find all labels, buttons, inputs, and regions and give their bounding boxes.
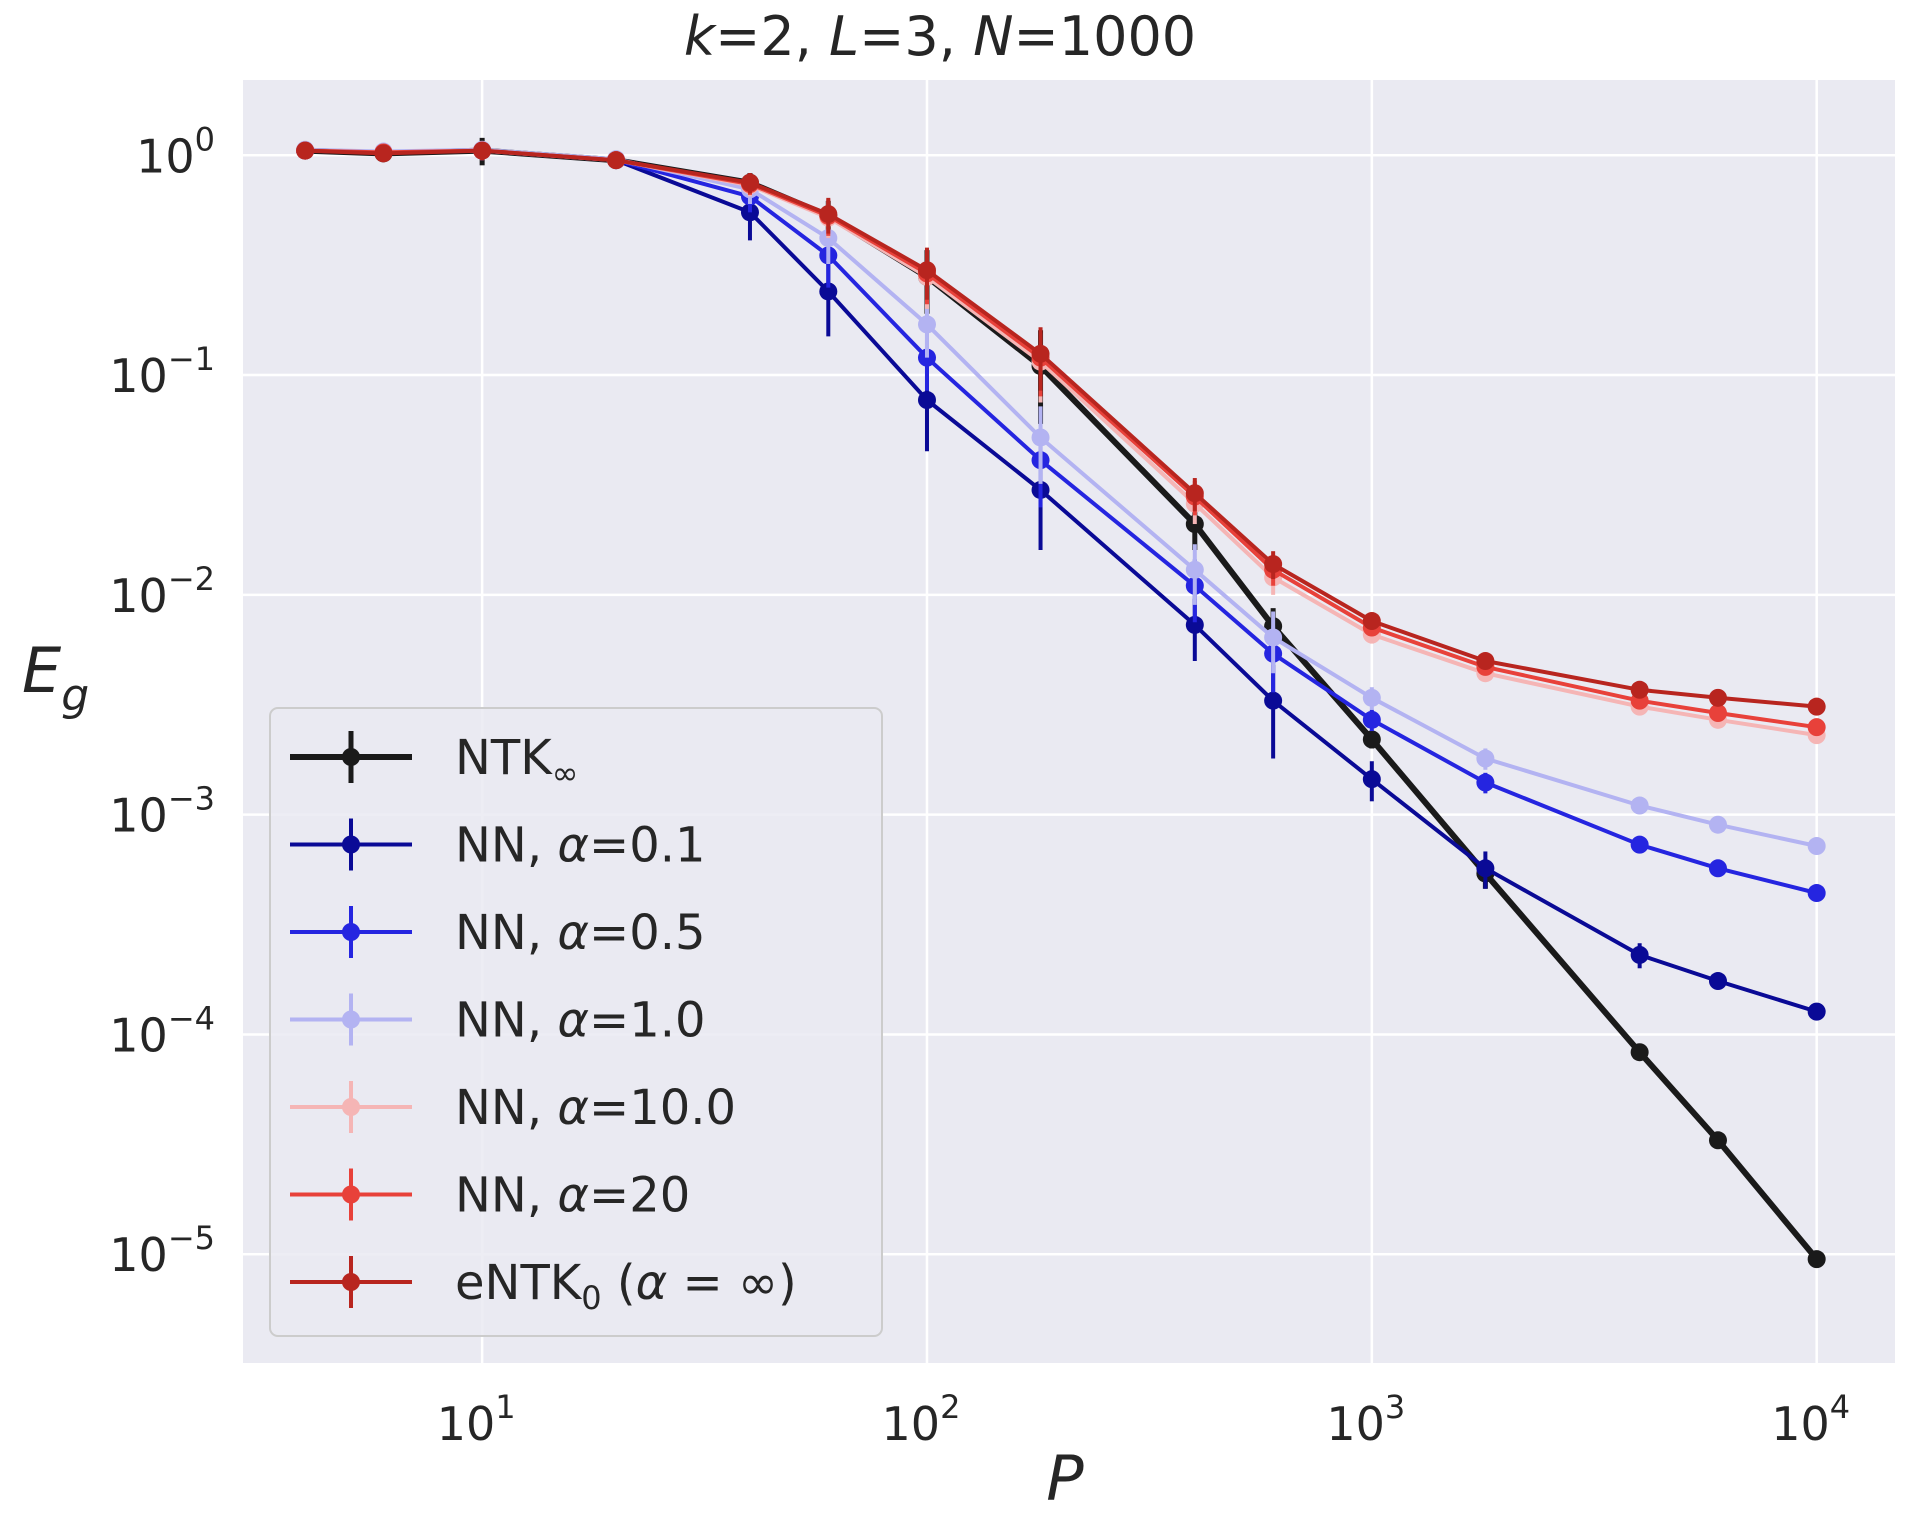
x-tick-label: 104 [1771,1388,1850,1451]
legend: NTK∞ NN, α=0.1 NN, α=0.5 NN, α=1.0 NN, α=10.… [269,707,883,1337]
data-point [917,315,936,334]
data-point [1807,697,1826,716]
data-point [1630,796,1649,815]
legend-swatch-marker [342,748,360,766]
series-6 [296,141,1826,716]
legend-swatch-marker [342,1185,360,1204]
legend-frame [269,707,883,1337]
data-point [607,151,626,170]
y-tick-label: 10−5 [109,1219,215,1282]
data-point [1807,1002,1826,1021]
legend-item: NN, α=0.1 [290,818,706,874]
data-point [1630,835,1649,854]
legend-label: NN, α=20 [455,1168,690,1224]
legend-item: NN, α=1.0 [290,993,706,1049]
data-point [296,141,315,160]
data-point [1476,652,1495,671]
data-point [1708,1131,1727,1150]
data-point [1362,730,1381,749]
x-tick-label: 102 [882,1388,961,1451]
legend-label: NN, α=0.5 [455,905,706,961]
data-point [1264,691,1283,710]
legend-swatch-marker [342,1098,360,1116]
legend-item: eNTK0 (α = ∞) [290,1255,797,1317]
data-point [1708,704,1727,723]
y-tick-label: 10−1 [109,340,215,403]
legend-swatch-marker [342,835,360,854]
data-point [1708,972,1727,991]
data-point [1708,859,1727,878]
legend-item: NN, α=10.0 [290,1080,736,1136]
legend-label: NN, α=10.0 [455,1080,736,1136]
data-point [1708,688,1727,707]
legend-label: NTK∞ [455,730,578,792]
legend-label: NN, α=0.1 [455,818,706,874]
data-point [740,173,759,192]
data-point [1185,615,1204,634]
legend-swatch-marker [342,1273,360,1291]
data-point [473,141,492,160]
data-point [1476,773,1495,792]
data-point [1264,555,1283,574]
data-point [1630,945,1649,964]
data-point [1264,628,1283,647]
data-point [1362,710,1381,729]
legend-swatch-marker [342,1010,360,1029]
data-point [1807,1250,1826,1269]
x-tick-label: 101 [437,1388,516,1451]
data-point [1362,688,1381,707]
data-point [1031,428,1050,447]
data-point [1807,884,1826,903]
data-point [1630,1043,1649,1062]
legend-label: NN, α=1.0 [455,993,706,1049]
chart-title: k=2, L=3, N=1000 [684,5,1196,68]
y-axis-label: Eg [22,634,89,721]
legend-item: NN, α=0.5 [290,905,706,961]
y-tick-label: 10−2 [109,560,215,623]
legend-swatch-marker [342,923,360,941]
y-tick-label: 10−3 [109,780,215,843]
y-tick-label: 10−4 [109,999,215,1062]
legend-label: eNTK0 (α = ∞) [455,1255,797,1317]
legend-item: NN, α=20 [290,1168,690,1224]
data-point [917,391,936,410]
data-point [1476,859,1495,878]
data-point [1476,749,1495,768]
data-point [917,261,936,280]
data-point [1362,612,1381,631]
data-point [1708,815,1727,834]
data-point [1807,718,1826,737]
data-point [819,205,838,224]
data-point [1630,680,1649,699]
y-tick-label: 100 [136,120,215,183]
data-point [1185,484,1204,503]
data-point [1807,837,1826,856]
data-point [1362,770,1381,789]
data-point [374,144,393,163]
data-point [819,282,838,301]
data-point [1185,560,1204,579]
data-point [1031,344,1050,363]
x-axis-label: P [1046,1442,1084,1515]
x-tick-label: 103 [1326,1388,1405,1451]
legend-item: NTK∞ [290,730,578,792]
